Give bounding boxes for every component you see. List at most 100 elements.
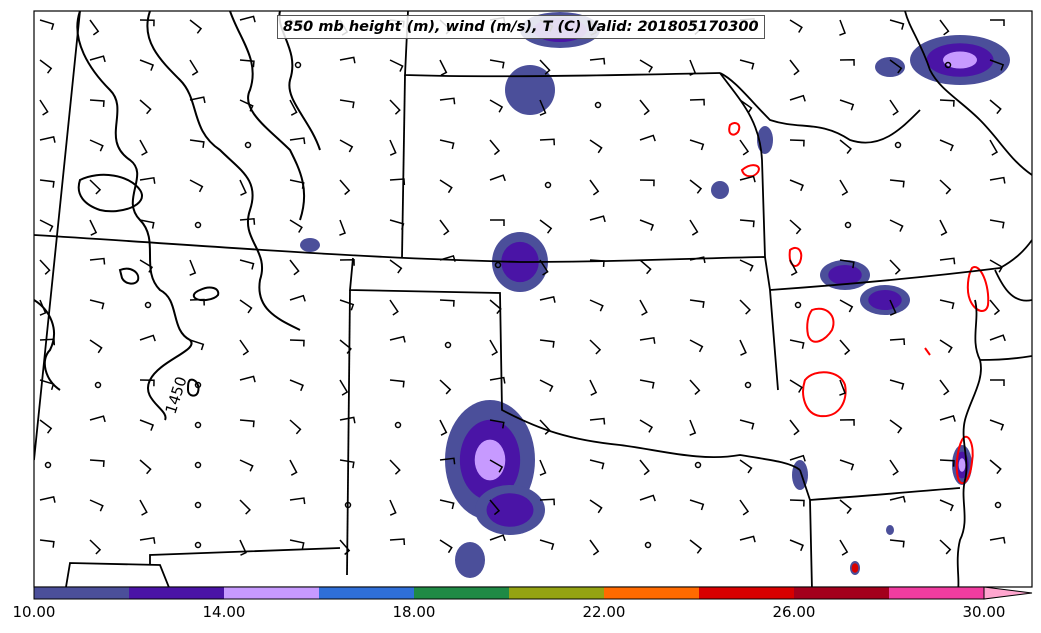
wind-barb (89, 339, 103, 354)
wind-barb (639, 59, 654, 73)
wind-barb-calm (44, 461, 52, 469)
wind-barb (939, 379, 950, 396)
wind-barb (989, 259, 1004, 273)
wind-barb (889, 539, 905, 548)
wind-speed-blob (300, 238, 320, 252)
wind-barb (189, 298, 205, 306)
wind-barb (689, 339, 704, 353)
height-contours (34, 11, 321, 421)
wind-barb (589, 179, 600, 196)
wind-barb (89, 179, 102, 195)
wind-barb (389, 335, 406, 343)
wind-barb (239, 15, 256, 23)
wind-barb (939, 99, 955, 107)
wind-barb (989, 219, 1005, 229)
wind-barb (789, 139, 805, 147)
wind-barb-calm (994, 501, 1002, 509)
wind-barb-calm (194, 221, 202, 229)
wind-barb (489, 174, 506, 182)
wind-barb-calm (944, 61, 952, 69)
wind-barb (789, 539, 804, 552)
wind-barb (239, 459, 254, 472)
wind-barb (39, 135, 56, 143)
wind-barb (139, 59, 155, 71)
wind-barb (139, 459, 152, 475)
wind-barb (39, 259, 51, 275)
wind-barb (639, 419, 654, 433)
wind-barb (289, 539, 305, 549)
wind-barb (739, 299, 751, 315)
wind-barb (939, 139, 954, 152)
wind-barb (239, 59, 255, 68)
wind-barb (539, 539, 555, 551)
wind-barb (789, 219, 802, 235)
wind-barb (989, 459, 1002, 475)
wind-barb (289, 99, 298, 116)
wind-speed-blob (828, 264, 862, 286)
wind-barb (439, 139, 455, 150)
wind-barb-calm (644, 541, 652, 549)
wind-barb (789, 59, 800, 76)
wind-barb (539, 498, 556, 506)
wind-barb (289, 219, 303, 233)
wind-barb (189, 59, 199, 76)
wind-barb (289, 179, 305, 189)
wind-barb (389, 538, 406, 546)
wind-barb (889, 99, 899, 116)
colorbar-tick-label: 30.00 (962, 603, 1006, 621)
wind-barb (589, 339, 602, 355)
wind-barb (89, 19, 100, 36)
wind-barb (839, 299, 854, 313)
wind-barb (839, 539, 849, 556)
wind-barb (939, 499, 954, 512)
wind-barb (289, 379, 304, 392)
colorbar-tick-label: 26.00 (772, 603, 816, 621)
wind-barb-calm (494, 261, 502, 269)
wind-barb (39, 99, 49, 116)
wind-barb (689, 299, 705, 308)
colorbar-tick-label: 18.00 (392, 603, 436, 621)
wind-barb (889, 19, 905, 30)
wind-barb (539, 59, 551, 75)
wind-barb-calm (194, 541, 202, 549)
wind-barb (889, 419, 903, 434)
wind-barb (689, 499, 705, 511)
wind-barb (889, 219, 904, 232)
wind-barb (839, 139, 852, 154)
wind-barb (139, 139, 148, 156)
wind-barb (439, 254, 456, 262)
wind-barb (689, 539, 703, 554)
wind-barb (739, 59, 755, 70)
wind-barb (889, 459, 899, 476)
wind-barb (239, 499, 251, 515)
wind-barb (89, 257, 106, 265)
wind-barb (639, 379, 655, 389)
wind-barb (689, 59, 697, 76)
wind-barb (439, 59, 448, 76)
wind-barb (589, 215, 606, 223)
wind-barb (889, 59, 903, 74)
wind-barb (39, 338, 56, 346)
wind-barb (589, 299, 604, 312)
wind-speed-blob (711, 181, 729, 199)
wind-barb (189, 139, 205, 148)
colorbar-segment (509, 587, 605, 599)
wind-barb (839, 418, 855, 426)
wind-barb (289, 294, 306, 302)
wind-barb (289, 419, 302, 435)
wind-barb (139, 219, 155, 229)
wind-barb (39, 299, 47, 316)
wind-barb (89, 139, 104, 152)
wind-barb (89, 459, 105, 468)
wind-barb (89, 219, 98, 236)
wind-barb (39, 419, 53, 434)
wind-barb (539, 419, 551, 435)
wind-barb (789, 339, 805, 349)
wind-barb (989, 99, 1002, 115)
wind-barb (489, 459, 504, 473)
wind-barb (339, 139, 354, 153)
wind-barb (889, 495, 906, 503)
wind-speed-blob (875, 57, 905, 77)
wind-barb (289, 339, 305, 347)
